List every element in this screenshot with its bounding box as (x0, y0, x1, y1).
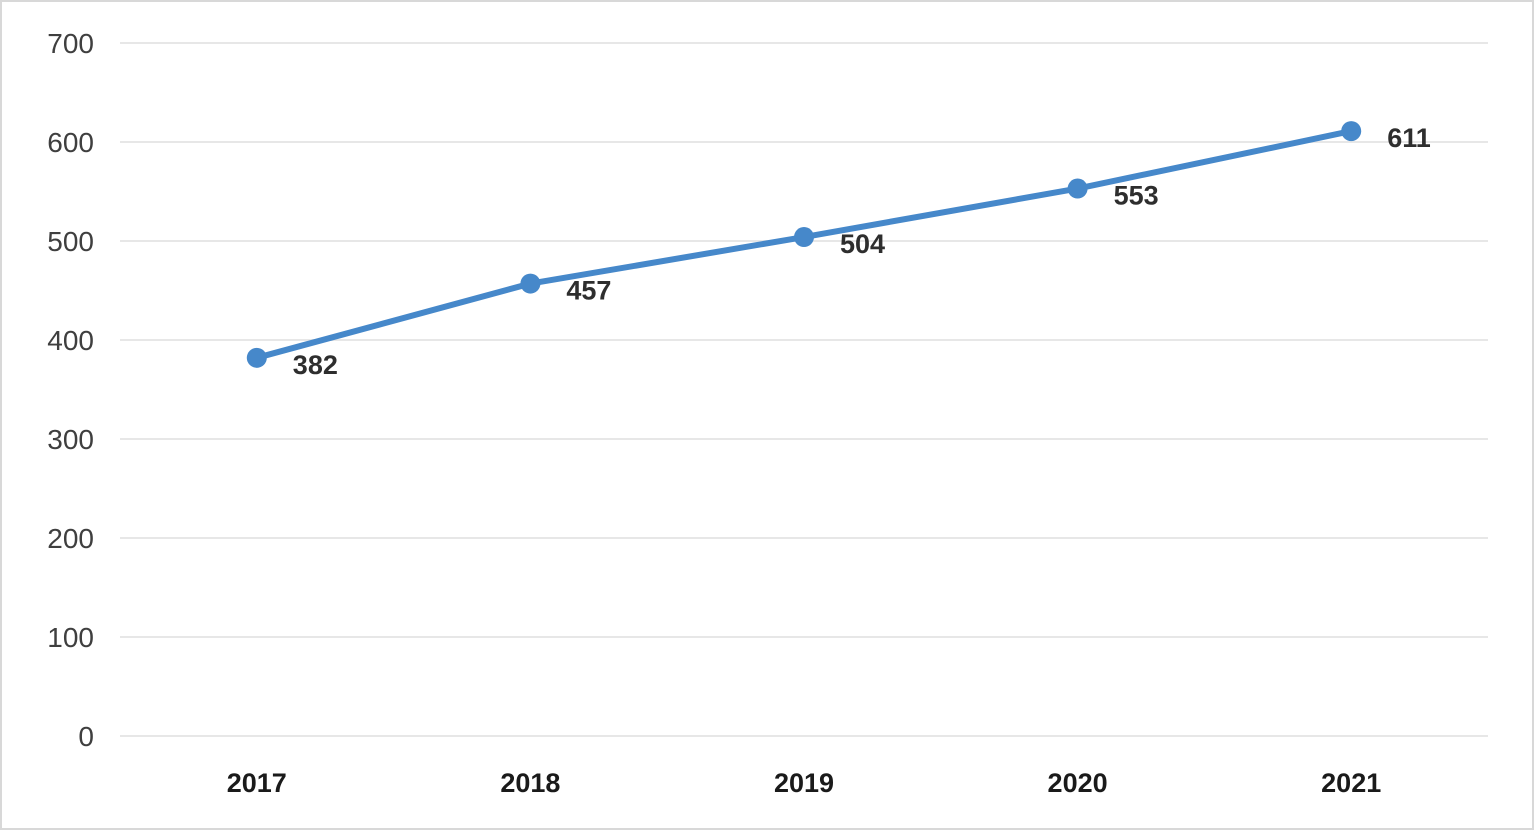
x-axis-tick-label: 2018 (500, 768, 560, 798)
data-point-marker (520, 273, 541, 294)
data-point-label: 504 (840, 229, 885, 259)
data-point-label: 382 (293, 350, 338, 380)
data-point-marker (1341, 121, 1362, 142)
y-axis-tick-label: 600 (47, 127, 94, 158)
y-axis-tick-label: 0 (78, 721, 94, 752)
data-point-label: 553 (1114, 181, 1159, 211)
data-point-marker (246, 347, 267, 368)
y-axis-tick-label: 400 (47, 325, 94, 356)
y-axis-tick-label: 500 (47, 226, 94, 257)
data-point-label: 457 (566, 276, 611, 306)
data-point-label: 611 (1387, 123, 1431, 153)
y-axis-tick-label: 300 (47, 424, 94, 455)
x-axis-tick-label: 2017 (227, 768, 287, 798)
data-point-marker (794, 227, 814, 248)
y-axis-tick-label: 700 (47, 28, 94, 59)
x-axis-tick-label: 2021 (1321, 768, 1381, 798)
data-point-marker (1067, 178, 1088, 199)
x-axis-tick-label: 2020 (1048, 768, 1108, 798)
x-axis-tick-label: 2019 (774, 768, 834, 798)
y-axis-tick-label: 200 (47, 523, 94, 554)
y-axis-tick-label: 100 (47, 622, 94, 653)
